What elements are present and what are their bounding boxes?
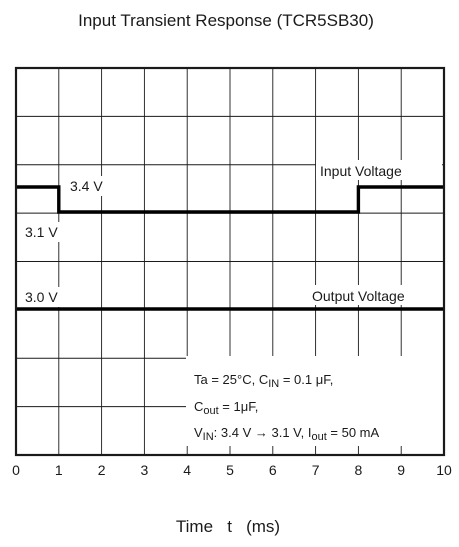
label-3-4v: 3.4 V xyxy=(70,178,103,194)
label-3-0v: 3.0 V xyxy=(25,289,58,305)
x-tick-label: 2 xyxy=(98,462,106,478)
label-bg xyxy=(308,285,442,305)
label-bg xyxy=(22,222,66,242)
label-bg xyxy=(66,176,114,196)
plot-frame xyxy=(14,66,446,457)
label-bg xyxy=(22,287,66,307)
conditions-box xyxy=(186,356,444,446)
legend-output-voltage: Output Voltage xyxy=(312,288,405,304)
input-voltage-line xyxy=(16,185,444,214)
x-tick-label: 4 xyxy=(183,462,191,478)
label-bg xyxy=(316,160,442,180)
x-tick-labels: 0 1 2 3 4 5 6 7 8 9 10 xyxy=(12,462,452,478)
x-axis-label: Time t (ms) xyxy=(176,517,280,536)
x-tick-label: 1 xyxy=(55,462,63,478)
conditions-line-1: Ta = 25°C, CIN = 0.1 μF, xyxy=(194,372,333,390)
series-input-voltage xyxy=(16,185,444,214)
x-tick-label: 5 xyxy=(226,462,234,478)
x-tick-label: 7 xyxy=(312,462,320,478)
x-tick-label: 6 xyxy=(269,462,277,478)
x-tick-label: 10 xyxy=(436,462,452,478)
x-tick-label: 3 xyxy=(141,462,149,478)
legend-input-voltage: Input Voltage xyxy=(320,163,402,179)
x-tick-label: 8 xyxy=(355,462,363,478)
chart-title: Input Transient Response (TCR5SB30) xyxy=(78,11,374,30)
x-tick-label: 9 xyxy=(397,462,405,478)
conditions-line-2: Cout = 1μF, xyxy=(194,399,258,417)
label-3-1v: 3.1 V xyxy=(25,224,58,240)
conditions-line-3: VIN: 3.4 V → 3.1 V, Iout = 50 mA xyxy=(194,425,379,443)
x-tick-label: 0 xyxy=(12,462,20,478)
